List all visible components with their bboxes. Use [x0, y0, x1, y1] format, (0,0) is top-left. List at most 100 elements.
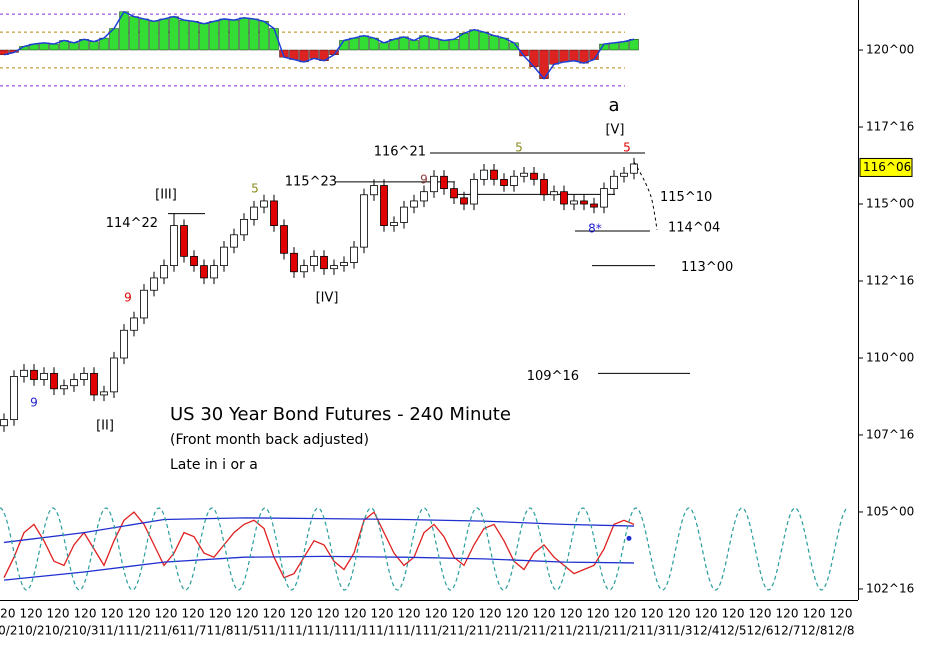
candle-body — [300, 265, 308, 273]
candle-body — [400, 206, 408, 223]
x-date-label: 11/2 — [531, 624, 558, 638]
oscillator-bar — [309, 49, 319, 59]
y-tick-label: 115^00 — [866, 197, 914, 211]
oscillator-bar — [359, 35, 369, 51]
x-date-label: 12/4 — [693, 624, 720, 638]
candle-body — [40, 372, 48, 380]
x-time-label: 120 — [0, 607, 15, 621]
oscillator-bar — [469, 29, 479, 51]
oscillator-bar — [629, 39, 639, 51]
candle-body — [120, 329, 128, 359]
y-tick-label: 117^16 — [866, 120, 914, 134]
wave-label: 5 — [515, 141, 523, 155]
candle-body — [590, 203, 598, 208]
level-label: 113^00 — [681, 260, 733, 275]
x-time-label: 120 — [533, 607, 556, 621]
oscillator-bar — [549, 49, 559, 65]
candle-body — [380, 185, 388, 226]
candle-body — [440, 175, 448, 190]
candle-body — [210, 265, 218, 279]
candle-body — [110, 357, 118, 393]
x-time-label: 120 — [155, 607, 178, 621]
x-date-label: 12/6 — [747, 624, 774, 638]
candle-body — [410, 200, 418, 208]
x-date-label: 12/5 — [720, 624, 747, 638]
level-label: 114^04 — [668, 220, 720, 235]
wave-label: 5 — [623, 141, 631, 155]
candle-body — [260, 200, 268, 208]
candle-body — [520, 172, 528, 177]
candle-body — [230, 234, 238, 248]
chart-note: Late in i or a — [170, 457, 258, 473]
candle-body — [50, 372, 58, 390]
x-time-label: 120 — [344, 607, 367, 621]
x-date-label: 11/1 — [315, 624, 342, 638]
oscillator-bar — [349, 37, 359, 51]
x-time-label: 120 — [614, 607, 637, 621]
candle-body — [170, 225, 178, 267]
x-time-label: 120 — [398, 607, 421, 621]
level-label: 116^21 — [374, 145, 426, 160]
oscillator-bar — [0, 49, 9, 55]
oscillator-bar — [89, 41, 99, 51]
x-time-label: 120 — [209, 607, 232, 621]
candle-body — [540, 178, 548, 196]
x-time-label: 120 — [20, 607, 43, 621]
candle-body — [240, 219, 248, 236]
candle-body — [130, 317, 138, 331]
oscillator-bar — [409, 40, 419, 51]
x-date-label: 11/2 — [477, 624, 504, 638]
candle-body — [160, 265, 168, 279]
candle-body — [200, 265, 208, 279]
oscillator-dot — [626, 535, 632, 541]
candle-body — [630, 163, 638, 174]
x-time-label: 120 — [371, 607, 394, 621]
candle-body — [80, 372, 88, 380]
oscillator-bar — [229, 19, 239, 51]
wave-label: 5 — [251, 182, 259, 196]
y-tick-label: 120^00 — [866, 43, 914, 57]
x-date-label: 11/7 — [180, 624, 207, 638]
x-date-label: 11/2 — [423, 624, 450, 638]
x-time-label: 120 — [452, 607, 475, 621]
x-time-label: 120 — [425, 607, 448, 621]
candle-body — [60, 385, 68, 390]
candle-body — [150, 277, 158, 291]
candle-body — [10, 376, 18, 420]
x-date-label: 11/2 — [558, 624, 585, 638]
x-date-label: 10/2 — [45, 624, 72, 638]
candle-body — [220, 246, 228, 267]
chart-subtitle: (Front month back adjusted) — [170, 432, 369, 448]
oscillator-bar — [129, 16, 139, 51]
candle-body — [450, 188, 458, 199]
x-date-label: 11/2 — [126, 624, 153, 638]
x-time-label: 120 — [668, 607, 691, 621]
x-time-label: 120 — [830, 607, 853, 621]
x-time-label: 120 — [776, 607, 799, 621]
x-date-label: 12/8 — [828, 624, 855, 638]
x-date-label: 11/1 — [99, 624, 126, 638]
candle-body — [570, 200, 578, 205]
wave-label: [IV] — [316, 291, 339, 306]
y-tick-label: 112^16 — [866, 274, 914, 288]
oscillator-bar — [199, 23, 209, 51]
y-tick-label: 107^16 — [866, 427, 914, 441]
oscillator-bar — [579, 49, 589, 64]
candle-body — [70, 379, 78, 387]
wave-label: [II] — [96, 419, 114, 434]
x-date-label: 12/7 — [774, 624, 801, 638]
wave-label: [V] — [605, 123, 624, 138]
x-time-label: 120 — [641, 607, 664, 621]
level-label: 114^22 — [106, 216, 158, 231]
x-time-label: 120 — [722, 607, 745, 621]
candle-body — [600, 188, 608, 208]
candle-body — [560, 191, 568, 205]
candle-body — [360, 194, 368, 248]
candle-body — [610, 175, 618, 190]
candle-body — [530, 172, 538, 180]
x-time-label: 120 — [101, 607, 124, 621]
candle-body — [30, 369, 38, 380]
x-time-label: 120 — [803, 607, 826, 621]
oscillator-bar — [49, 43, 59, 51]
x-date-label: 11/2 — [585, 624, 612, 638]
